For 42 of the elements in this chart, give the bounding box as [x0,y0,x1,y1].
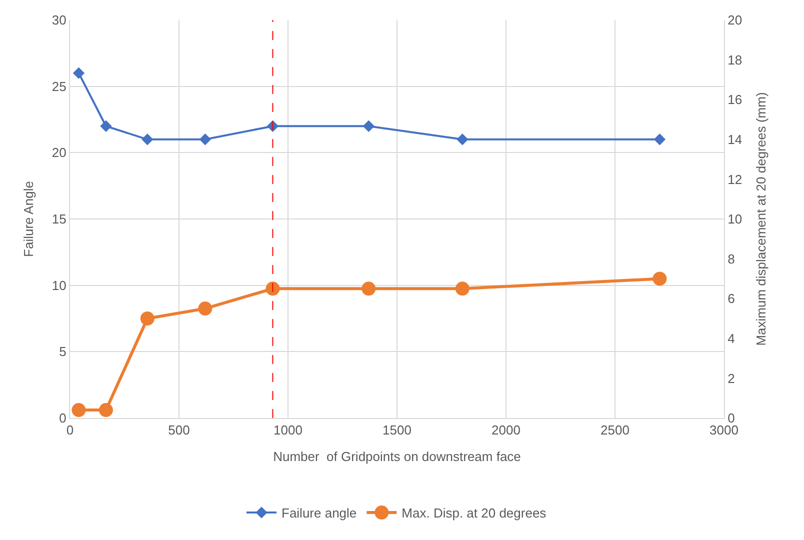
point [100,120,112,132]
y-tick-label: 20 [52,145,66,160]
legend-label: Failure angle [282,506,357,521]
y-tick-label: 15 [52,212,66,227]
point [654,134,666,146]
y-axis-title: Failure Angle [20,181,36,257]
point [199,134,212,146]
y-tick-label: 5 [59,344,66,360]
x-axis-title: Number of Gridpoints on downstream face [273,449,521,464]
y2-tick-label: 8 [728,251,735,266]
point [72,67,85,79]
y2-tick-label: 14 [728,132,742,147]
point [362,120,375,132]
y-tick-label: 10 [52,278,66,293]
y2-tick-label: 12 [728,172,742,187]
y2-tick-label: 2 [728,370,735,386]
x-tick-label: 2000 [492,422,520,438]
y2-tick-label: 20 [728,12,742,28]
y-tick-label: 25 [52,78,66,94]
y2-tick-label: 6 [728,291,735,306]
point [362,282,376,296]
y2-tick-label: 18 [728,52,742,68]
y2-tick-label: 10 [728,212,742,227]
y-tick-label: 30 [52,12,66,28]
point [72,403,86,418]
x-tick-label: 2500 [600,422,630,438]
y-tick-label: 0 [59,410,66,426]
x-tick-label: 500 [168,422,190,438]
legend-label: Max. Disp. at 20 degrees [402,506,547,521]
point [266,282,280,296]
point [198,302,212,316]
y2-tick-label: 16 [728,92,742,108]
point [98,403,113,418]
x-tick-label: 1000 [274,422,302,438]
point [142,134,154,146]
point [455,282,470,296]
y2-tick-label: 4 [728,330,735,346]
y2-axis-title: Maximum displacement at 20 degrees (mm) [754,92,769,346]
point [140,312,154,326]
point [652,272,667,286]
x-tick-label: 1500 [382,422,412,438]
point [456,134,468,146]
